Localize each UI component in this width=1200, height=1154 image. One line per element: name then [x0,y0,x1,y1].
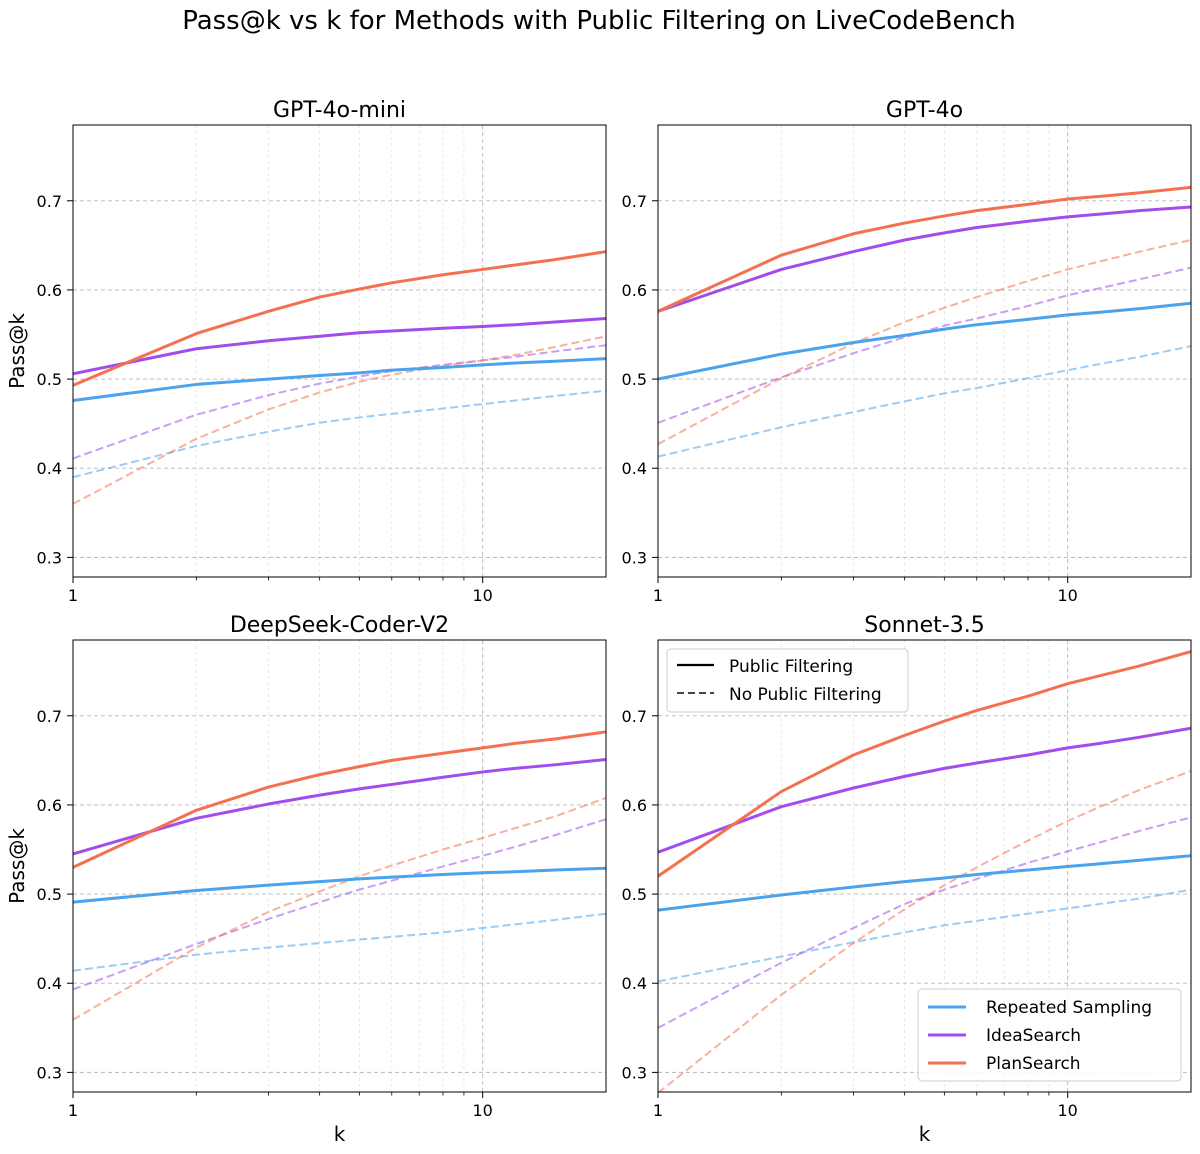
y-tick-label: 0.5 [622,370,647,389]
y-tick-label: 0.3 [37,1063,62,1082]
x-tick-label: 1 [68,1101,78,1120]
x-tick-label: 1 [68,586,78,605]
plot-frame [657,124,1192,578]
y-tick-label: 0.6 [622,281,647,300]
y-tick-label: 0.3 [622,548,647,567]
panel-title: DeepSeek-Coder-V2 [230,613,449,638]
series-plansearch-dashed [658,239,1191,446]
legend-methods: Repeated Sampling IdeaSearch PlanSearch [917,988,1182,1082]
series-group [73,250,606,505]
legend-dashed-label: No Public Filtering [729,685,882,705]
series-plansearch-solid [73,730,606,869]
series-repeated-sampling-dashed [73,389,606,479]
x-tick-label: 1 [653,586,663,605]
x-tick-label: 10 [472,586,492,605]
y-axis-label: Pass@k [5,828,29,904]
series-ideasearch-dashed [658,816,1191,1029]
legend-box [917,988,1182,1082]
legend-solid-label: Public Filtering [729,657,853,677]
panel-title: GPT-4o [886,98,963,123]
y-tick-label: 0.3 [622,1063,647,1082]
series-group [658,185,1191,458]
series-ideasearch-solid [658,205,1191,313]
y-tick-label: 0.5 [37,885,62,904]
figure-title: Pass@k vs k for Methods with Public Filt… [182,6,1016,36]
legend-label-ideasearch: IdeaSearch [986,1026,1081,1046]
panel-sonnet-3-5: 1 10 0.3 0.4 0.5 0.6 0.7 Sonnet-3.5 k Public Filt… [622,613,1192,1146]
y-tick-label: 0.3 [37,548,62,567]
panel-title: GPT-4o-mini [273,98,406,123]
legend-box [666,648,909,713]
series-repeated-sampling-dashed [73,912,606,972]
y-tick-label: 0.4 [37,459,62,478]
series-ideasearch-dashed [658,266,1191,424]
series-plansearch-dashed [73,335,606,505]
y-tick-label: 0.6 [37,796,62,815]
legend-label-plansearch: PlanSearch [986,1054,1081,1074]
plot-frame [72,124,607,578]
series-ideasearch-solid [73,316,606,376]
series-plansearch-solid [73,250,606,387]
y-tick-label: 0.4 [37,974,62,993]
plot-frame [657,639,1192,1093]
legend-line-style: Public Filtering No Public Filtering [666,648,909,713]
series-group [658,650,1191,1092]
x-tick-label: 1 [653,1101,663,1120]
panel-deepseek-coder-v2: 1 10 0.3 0.4 0.5 0.6 0.7 DeepSeek-Coder-V2 Pass@… [5,613,607,1146]
y-axis-label: Pass@k [5,313,29,389]
series-ideasearch-dashed [73,818,606,991]
y-tick-label: 0.7 [37,192,62,211]
y-tick-label: 0.4 [622,459,647,478]
x-axis-label: k [334,1122,346,1146]
series-repeated-sampling-solid [73,866,606,904]
series-repeated-sampling-dashed [658,888,1191,983]
y-tick-label: 0.6 [37,281,62,300]
series-ideasearch-solid [658,726,1191,854]
y-tick-label: 0.4 [622,974,647,993]
panel-gpt-4o-mini: 1 10 0.3 0.4 0.5 0.6 0.7 GPT-4o-mini Pass@k [5,98,607,605]
x-tick-label: 10 [472,1101,492,1120]
legend-label-repeated-sampling: Repeated Sampling [986,998,1152,1018]
panel-title: Sonnet-3.5 [864,613,984,638]
y-tick-label: 0.7 [622,707,647,726]
series-repeated-sampling-solid [658,301,1191,381]
y-tick-label: 0.6 [622,796,647,815]
series-plansearch-dashed [658,770,1191,1092]
x-axis-label: k [919,1122,931,1146]
series-plansearch-dashed [73,796,606,1021]
series-repeated-sampling-solid [658,854,1191,912]
y-tick-label: 0.7 [37,707,62,726]
series-ideasearch-solid [73,757,606,856]
plot-frame [72,639,607,1093]
y-tick-label: 0.5 [622,885,647,904]
y-tick-label: 0.5 [37,370,62,389]
x-tick-label: 10 [1057,1101,1077,1120]
series-plansearch-solid [658,650,1191,878]
x-tick-label: 10 [1057,586,1077,605]
series-group [73,730,606,1021]
series-repeated-sampling-solid [73,357,606,402]
panel-gpt-4o: 1 10 0.3 0.4 0.5 0.6 0.7 GPT-4o [622,98,1192,605]
y-tick-label: 0.7 [622,192,647,211]
series-plansearch-solid [658,185,1191,313]
series-repeated-sampling-dashed [658,345,1191,458]
